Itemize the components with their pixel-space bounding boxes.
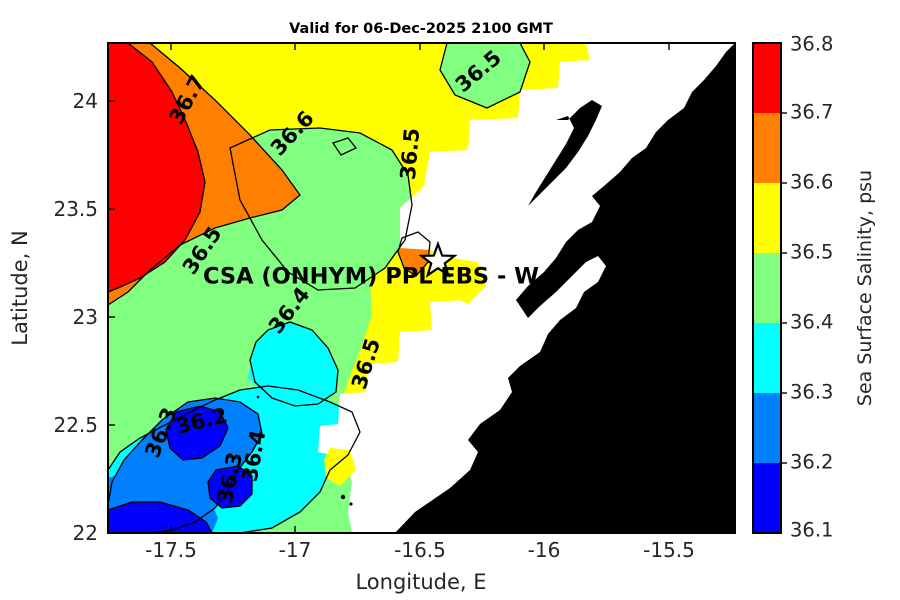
colorbar-tick-label: 36.1: [790, 519, 833, 542]
colorbar-tick-label: 36.5: [790, 241, 833, 264]
colorbar-tick-label: 36.4: [790, 311, 833, 334]
page-title: Valid for 06-Dec-2025 2100 GMT: [289, 21, 553, 37]
x-tick-label: -16: [528, 538, 561, 562]
x-tick-label: -15.5: [643, 538, 695, 562]
salinity-patch-top-green: [440, 43, 530, 108]
colorbar-frame: [752, 42, 782, 534]
contour-line-36.5-inclusion: [331, 137, 358, 156]
colorbar-tick-label: 36.8: [790, 33, 833, 56]
colorbar: 36.8 36.7 36.6 36.5 36.4 36.3 36.2 36.1 …: [752, 33, 876, 542]
contour-line-36.2-edge: [108, 501, 213, 533]
colorbar-axis-label: Sea Surface Salinity, psu: [854, 170, 876, 406]
colorbar-tick-label: 36.7: [790, 101, 833, 124]
salinity-notch-yellow-coast: [448, 258, 486, 304]
contour-line-36.6: [108, 43, 301, 306]
salinity-core-36.1-36.2-north: [166, 406, 228, 460]
contour-line-36.4-north: [108, 385, 331, 471]
contour-line-36.5-top: [439, 43, 531, 109]
colorbar-swatch-36.6-36.7: [753, 113, 781, 183]
colorbar-swatch-36.3-36.4: [753, 323, 781, 393]
x-tick-label: -16.5: [394, 538, 446, 562]
colorbar-swatch-36.5-36.6: [753, 183, 781, 253]
y-tick-label: 23: [73, 305, 98, 329]
land-islet-c: [256, 395, 260, 399]
x-axis: -17.5 -17 -16.5 -16 -15.5 Longitude, E: [145, 43, 695, 594]
y-tick-label: 24: [73, 89, 98, 113]
x-tickmarks: [170, 43, 670, 533]
salinity-connector-cyan: [248, 360, 330, 408]
contour-label: 36.5: [396, 127, 424, 181]
colorbar-swatch-36.2-36.3: [753, 393, 781, 463]
y-tick-label: 23.5: [53, 197, 98, 221]
y-tickmarks: [108, 100, 735, 534]
contour-line-36.2-core-north: [165, 405, 229, 461]
salinity-patch-yellow-south: [324, 448, 356, 486]
station-star-icon[interactable]: [418, 240, 458, 278]
y-tick-label: 22: [73, 521, 98, 545]
contour-line-orange-blob: [397, 231, 431, 277]
contour-line-36.4-lobe: [249, 321, 339, 407]
colorbar-tick-label: 36.2: [790, 451, 833, 474]
colorbar-tick-label: 36.6: [790, 171, 833, 194]
map-plot-area: 36.7 36.6 36.5 36.5 36.5 36.4 36.5 36.3 …: [107, 42, 736, 534]
contour-line-36.4-east: [239, 401, 361, 533]
colorbar-swatch-36.4-36.5: [753, 253, 781, 323]
colorbar-swatch-36.7-36.8: [753, 43, 781, 113]
contour-line-36.5-tongue: [229, 127, 413, 291]
site-annotation-label: CSA (ONHYM) PPL EBS - W: [203, 264, 539, 290]
land-islet-a: [340, 494, 346, 500]
x-axis-label: Longitude, E: [355, 570, 486, 594]
landmass-peninsula: [528, 100, 602, 206]
colorbar-tickmarks: [781, 112, 787, 464]
colorbar-tick-label: 36.3: [790, 381, 833, 404]
x-tick-label: -17.5: [145, 538, 197, 562]
plot-frame: [107, 42, 736, 534]
contour-line-36.7: [108, 43, 206, 293]
colorbar-swatch-36.1-36.2: [753, 463, 781, 533]
y-axis-label: Latitude, N: [8, 230, 32, 346]
y-tick-label: 22.5: [53, 413, 98, 437]
landmass-west-africa: [395, 43, 735, 533]
contour-line-36.3: [108, 397, 263, 533]
land-islet-b: [349, 502, 353, 506]
x-tick-label: -17: [279, 538, 312, 562]
y-axis: 22 22.5 23 23.5 24 Latitude, N: [8, 89, 735, 545]
salinity-band-36.7-36.8: [108, 43, 205, 292]
contour-line-36.2-core-south: [207, 465, 253, 509]
